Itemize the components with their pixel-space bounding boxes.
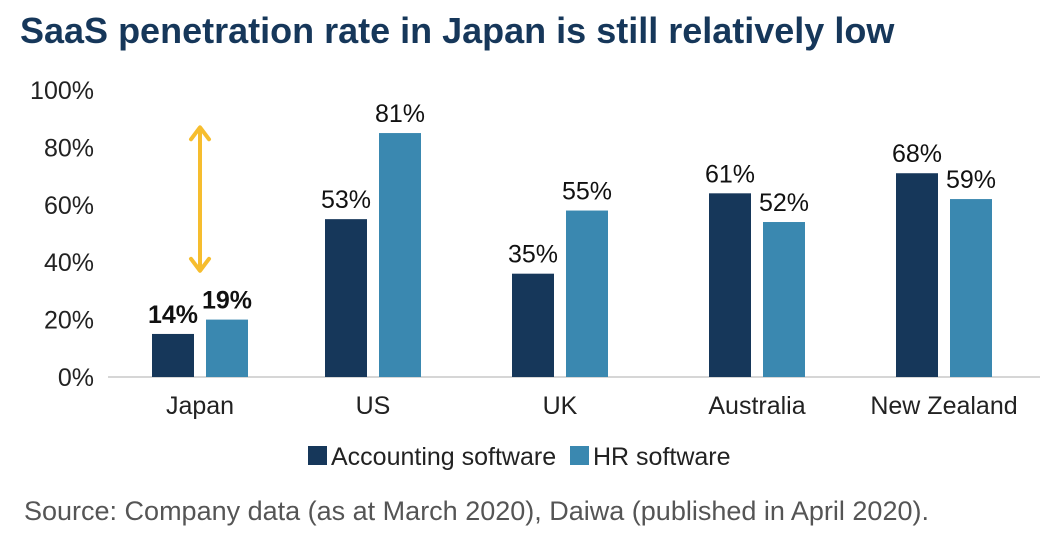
bar-value-label: 53%: [321, 186, 371, 214]
legend-label-hr: HR software: [593, 443, 731, 471]
bar-labels: 14%19% 53% 81% 35% 55% 61%52% 68%59%: [148, 100, 996, 329]
bar-accounting-australia: [709, 193, 751, 377]
bar-value-label: 14%: [148, 301, 198, 329]
arrow-head-up: [189, 125, 211, 142]
x-tick-label: US: [356, 392, 391, 420]
legend-label-accounting: Accounting software: [331, 443, 556, 471]
arrow-head-down: [189, 256, 211, 273]
bar-value-label: 19%: [202, 287, 252, 315]
double-arrow-annotation: [189, 125, 211, 273]
legend-swatch-hr: [570, 446, 589, 465]
x-tick-label: New Zealand: [870, 392, 1017, 420]
legend: Accounting software HR software: [308, 443, 731, 471]
bar-value-label: 35%: [508, 241, 558, 269]
y-tick-label: 80%: [44, 134, 94, 162]
bars: [152, 133, 992, 377]
bar-hr-japan: [206, 319, 248, 377]
y-tick-label: 60%: [44, 192, 94, 220]
y-tick-label: 20%: [44, 307, 94, 335]
bar-hr-uk: [566, 210, 608, 377]
bar-chart: 0% 20% 40% 60% 80% 100% 14%19% 53% 81% 35% 55% 61%…: [30, 77, 1040, 471]
bar-value-label: 59%: [946, 166, 996, 194]
bar-accounting-uk: [512, 273, 554, 377]
y-tick-label: 0%: [58, 364, 94, 392]
bar-value-label: 52%: [759, 189, 809, 217]
bar-hr-australia: [763, 222, 805, 377]
y-tick-label: 40%: [44, 249, 94, 277]
bar-value-label: 81%: [375, 100, 425, 128]
bar-hr-us: [379, 133, 421, 377]
source-note: Source: Company data (as at March 2020),…: [24, 496, 929, 526]
legend-swatch-accounting: [308, 446, 327, 465]
bar-value-label: 55%: [562, 178, 612, 206]
x-axis: Japan US UK Australia New Zealand: [166, 392, 1018, 420]
bar-accounting-us: [325, 219, 367, 377]
bar-value-label: 61%: [705, 160, 755, 188]
bar-hr-new-zealand: [950, 199, 992, 377]
y-tick-label: 100%: [30, 77, 94, 105]
chart-title: SaaS penetration rate in Japan is still …: [20, 10, 895, 51]
bar-value-label: 68%: [892, 140, 942, 168]
x-tick-label: UK: [543, 392, 578, 420]
y-axis: 0% 20% 40% 60% 80% 100%: [30, 77, 94, 392]
x-tick-label: Japan: [166, 392, 234, 420]
bar-accounting-japan: [152, 333, 194, 377]
x-tick-label: Australia: [708, 392, 805, 420]
bar-accounting-new-zealand: [896, 173, 938, 377]
annotation: [189, 125, 211, 273]
